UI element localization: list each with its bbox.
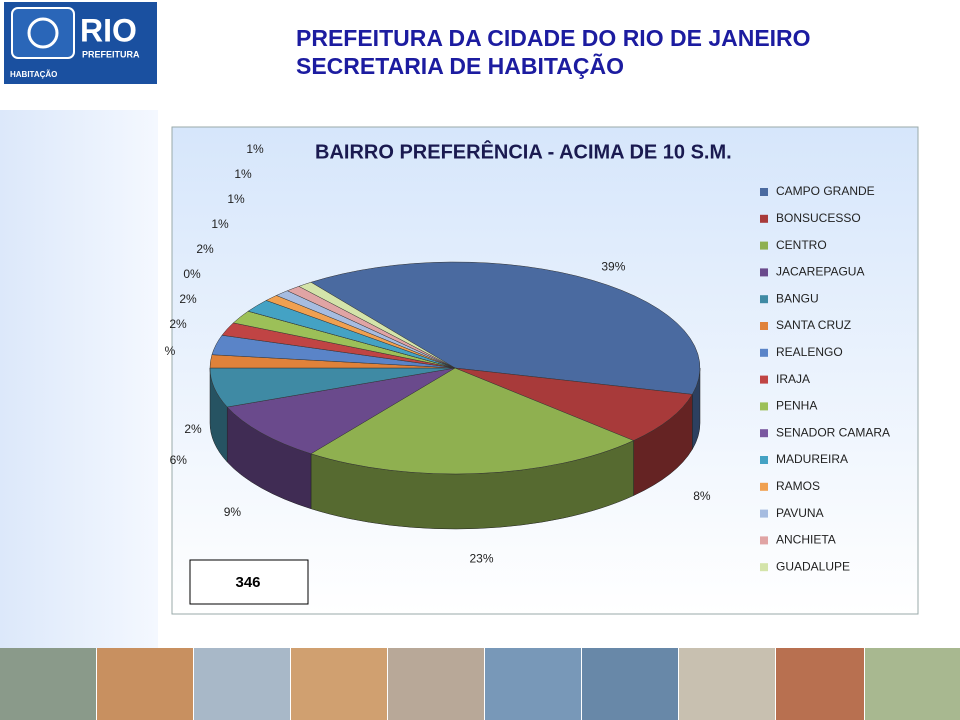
annotation: 346 (235, 574, 260, 591)
legend-label: ANCHIETA (776, 533, 836, 547)
logo-name: RIO (80, 12, 137, 48)
photo (388, 648, 484, 720)
data-label: 23% (469, 552, 493, 566)
photo (582, 648, 678, 720)
photo (679, 648, 775, 720)
legend-swatch (760, 241, 768, 250)
legend-label: MADUREIRA (776, 452, 848, 466)
data-label: 6% (170, 453, 188, 467)
header-subtitle: SECRETARIA DE HABITAÇÃO (296, 52, 624, 79)
legend-swatch (760, 509, 768, 518)
legend-swatch (760, 563, 768, 572)
legend-swatch (760, 402, 768, 411)
legend-label: BANGU (776, 291, 819, 305)
data-label: 1% (227, 192, 245, 206)
legend-swatch (760, 322, 768, 330)
photo-strip (0, 648, 960, 720)
legend-label: BONSUCESSO (776, 211, 861, 225)
pie-tops (209, 261, 701, 475)
legend-swatch (760, 268, 768, 277)
slice (298, 281, 456, 369)
legend-label: CENTRO (776, 238, 827, 252)
legend-label: JACAREPAGUA (776, 265, 864, 279)
slice (310, 261, 701, 395)
photo (865, 648, 960, 720)
data-label: 2% (179, 292, 197, 306)
header-title: PREFEITURA DA CIDADE DO RIO DE JANEIRO (296, 25, 811, 51)
side-panel (0, 110, 158, 650)
slice (454, 367, 693, 441)
legend-swatch (760, 188, 768, 196)
photo (485, 648, 581, 720)
legend-label: REALENGO (776, 345, 843, 359)
photo (0, 648, 96, 720)
logo-dept: HABITAÇÃO (10, 70, 57, 79)
legend-swatch (760, 456, 768, 464)
logo-emblem (11, 7, 75, 59)
data-label: % (165, 344, 176, 358)
legend-swatch (760, 536, 768, 545)
photo (97, 648, 193, 720)
data-label: 2% (169, 317, 187, 331)
data-label: 1% (234, 167, 252, 181)
legend-label: GUADALUPE (776, 559, 850, 573)
annotation-box (189, 559, 309, 605)
photo (291, 648, 387, 720)
legend-swatch (760, 375, 768, 384)
logo-emblem-ring (27, 17, 59, 49)
logo-sub: PREFEITURA (82, 49, 140, 59)
legend-label: SANTA CRUZ (776, 318, 851, 332)
data-label: 9% (224, 505, 242, 519)
data-label: 2% (196, 242, 214, 256)
legend-label: PAVUNA (776, 506, 824, 520)
logo: RIO PREFEITURA HABITAÇÃO (4, 2, 157, 84)
legend-label: SENADOR CAMARA (776, 425, 890, 439)
data-label: 1% (246, 142, 264, 156)
data-label: 8% (693, 489, 711, 503)
legend-swatch (760, 214, 768, 223)
legend-label: CAMPO GRANDE (776, 184, 875, 198)
data-label: 1% (211, 217, 229, 231)
legend-label: PENHA (776, 399, 817, 413)
photo (194, 648, 290, 720)
data-label: 2% (184, 422, 202, 436)
legend-swatch (760, 295, 768, 304)
pie (209, 261, 701, 530)
data-label: 39% (601, 259, 625, 273)
photo (776, 648, 864, 720)
legend-label: RAMOS (776, 479, 820, 493)
chart-title: BAIRRO PREFERÊNCIA - ACIMA DE 10 S.M. (315, 139, 732, 163)
data-label: 0% (183, 267, 201, 281)
legend-swatch (760, 429, 768, 438)
legend-swatch (760, 482, 768, 491)
legend-label: IRAJA (776, 372, 810, 386)
slice (226, 367, 456, 455)
legend-swatch (760, 348, 768, 357)
slice (310, 367, 635, 475)
